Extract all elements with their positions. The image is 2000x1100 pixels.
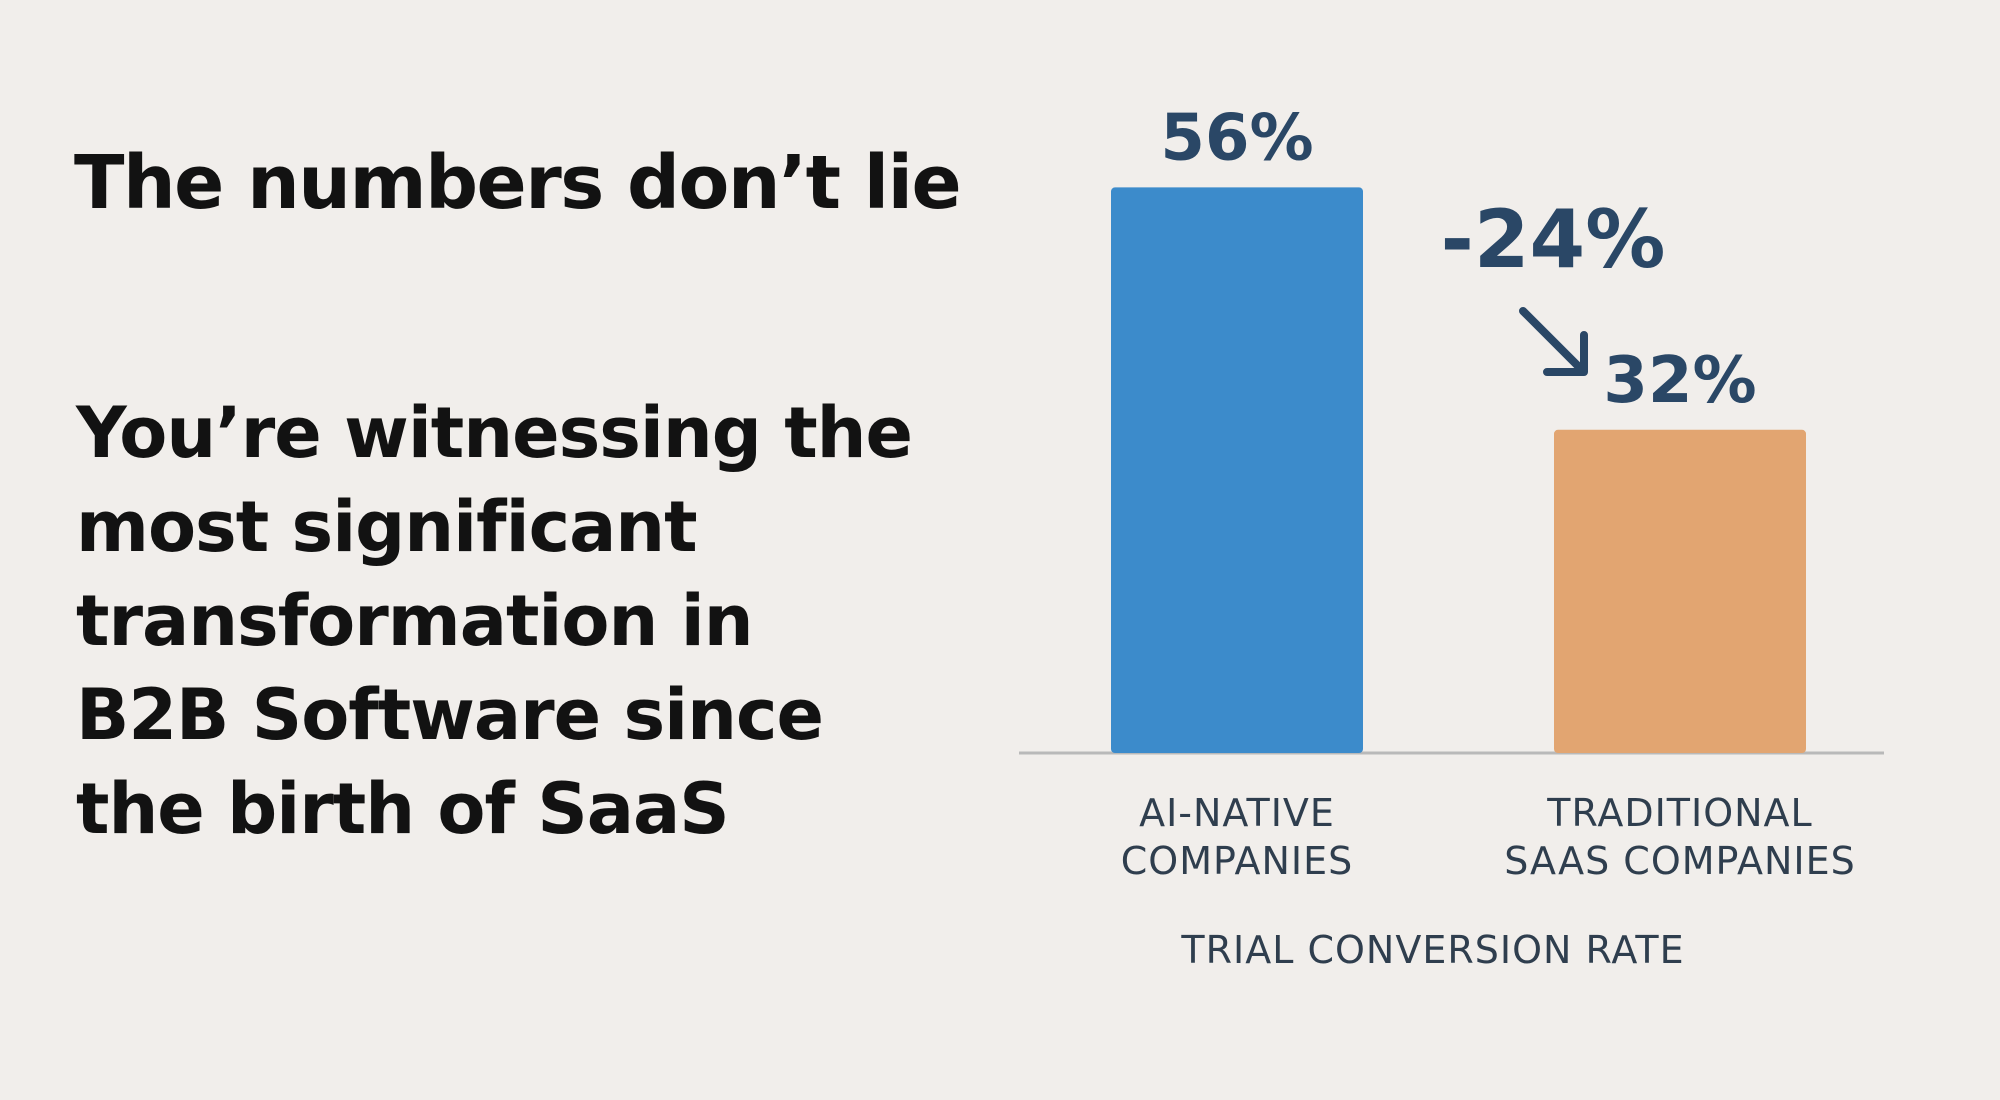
headline: The numbers don’t lie (74, 140, 962, 226)
value-label-1: 56% (1160, 101, 1313, 175)
x-tick-label-2: TRADITIONAL (1546, 791, 1812, 835)
x-tick-label-2: SAAS COMPANIES (1504, 839, 1856, 883)
x-axis-title: TRIAL CONVERSION RATE (1180, 928, 1684, 972)
arrow-down-right-icon (1519, 307, 1588, 376)
subheadline: You’re witnessing the most significant t… (76, 386, 976, 856)
x-tick-label-1: COMPANIES (1121, 839, 1353, 883)
difference-annotation: -24% (1441, 193, 1666, 286)
x-tick-label-1: AI-NATIVE (1139, 791, 1335, 835)
bar-1 (1111, 187, 1363, 753)
bar-2 (1554, 429, 1806, 753)
subhead-line: transformation in (76, 580, 754, 662)
subhead-line: B2B Software since (76, 674, 824, 756)
value-label-2: 32% (1603, 344, 1756, 418)
subhead-line: the birth of SaaS (76, 768, 730, 850)
subhead-line: most significant (76, 486, 698, 568)
subhead-line: You’re witnessing the (76, 392, 913, 474)
